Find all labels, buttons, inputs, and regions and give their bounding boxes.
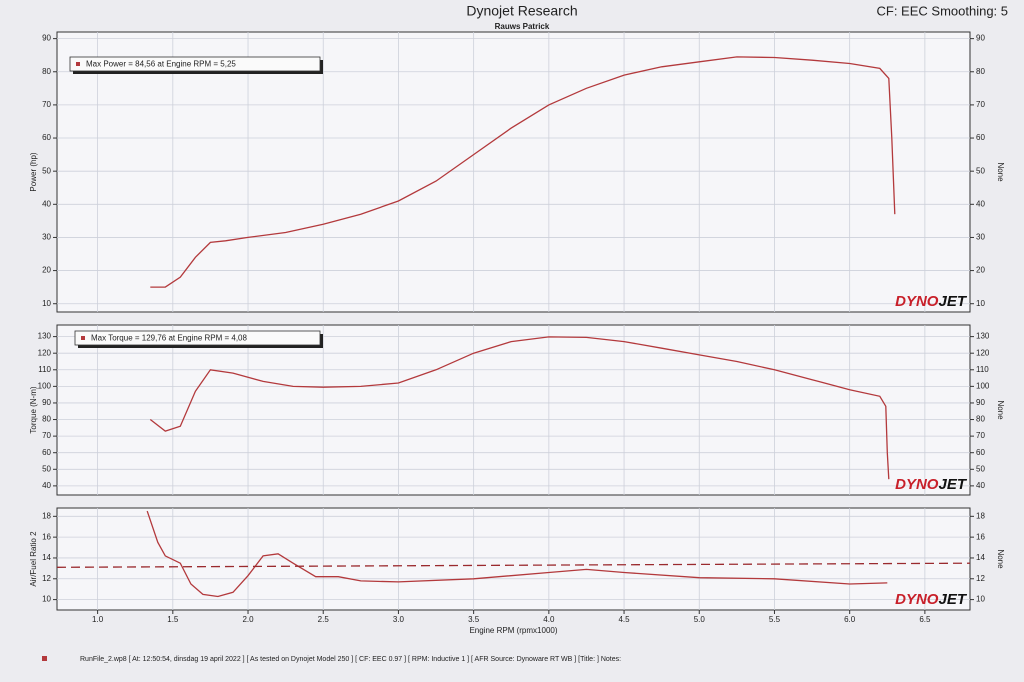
y2-tick-label: 14	[976, 553, 985, 562]
y2-tick-label: 50	[976, 464, 985, 473]
y-tick-label: 60	[42, 448, 51, 457]
y2-tick-label: 80	[976, 67, 985, 76]
settings: CF: EEC Smoothing: 5	[877, 3, 1009, 18]
logo-black: JET	[938, 293, 967, 310]
logo-red: DYNO	[895, 293, 939, 310]
y2-tick-label: 80	[976, 415, 985, 424]
y-tick-label: 50	[42, 464, 51, 473]
y2-axis-label: None	[996, 162, 1005, 182]
y-tick-label: 30	[42, 233, 51, 242]
x-tick-label: 3.0	[393, 615, 405, 624]
y2-tick-label: 10	[976, 299, 985, 308]
y2-tick-label: 60	[976, 448, 985, 457]
y2-tick-label: 70	[976, 431, 985, 440]
x-tick-label: 4.5	[618, 615, 630, 624]
y-tick-label: 80	[42, 67, 51, 76]
legend-swatch	[81, 336, 85, 340]
x-tick-label: 6.5	[919, 615, 931, 624]
legend-label: Max Power = 84,56 at Engine RPM = 5,25	[86, 60, 236, 69]
series-line	[149, 336, 890, 480]
y2-tick-label: 40	[976, 199, 985, 208]
x-tick-label: 4.0	[543, 615, 555, 624]
y-tick-label: 10	[42, 299, 51, 308]
plot-area	[56, 31, 971, 313]
x-tick-label: 1.0	[92, 615, 104, 624]
y-tick-label: 80	[42, 415, 51, 424]
y2-tick-label: 40	[976, 481, 985, 490]
y2-tick-label: 110	[976, 365, 989, 374]
x-axis-label: Engine RPM (rpmx1000)	[469, 626, 557, 635]
logo-red: DYNO	[895, 591, 939, 608]
y2-tick-label: 16	[976, 532, 985, 541]
x-tick-label: 5.5	[769, 615, 781, 624]
x-tick-label: 2.5	[318, 615, 330, 624]
y-tick-label: 40	[42, 481, 51, 490]
y2-tick-label: 30	[976, 233, 985, 242]
y-tick-label: 10	[42, 595, 51, 604]
logo-red: DYNO	[895, 476, 939, 493]
y-tick-label: 18	[42, 511, 51, 520]
logo: DYNOJET	[895, 591, 968, 608]
legend-swatch	[76, 62, 80, 66]
y2-tick-label: 70	[976, 100, 985, 109]
y-tick-label: 120	[38, 348, 52, 357]
series-line	[150, 56, 896, 288]
y2-tick-label: 130	[976, 332, 990, 341]
y2-tick-label: 18	[976, 511, 985, 520]
y-tick-label: 50	[42, 166, 51, 175]
y-tick-label: 100	[38, 381, 52, 390]
y-tick-label: 14	[42, 553, 51, 562]
y2-tick-label: 100	[976, 381, 990, 390]
y-tick-label: 20	[42, 266, 51, 275]
y2-tick-label: 90	[976, 34, 985, 43]
logo: DYNOJET	[895, 476, 968, 493]
y2-tick-label: 20	[976, 266, 985, 275]
title: Dynojet Research	[466, 3, 577, 19]
y2-tick-label: 90	[976, 398, 985, 407]
y-tick-label: 70	[42, 431, 51, 440]
y2-tick-label: 60	[976, 133, 985, 142]
y-tick-label: 60	[42, 133, 51, 142]
y-tick-label: 70	[42, 100, 51, 109]
y-tick-label: 110	[38, 365, 51, 374]
legend-label: Max Torque = 129,76 at Engine RPM = 4,08	[91, 334, 248, 343]
plot-area	[56, 507, 971, 611]
y2-tick-label: 12	[976, 574, 985, 583]
y-tick-label: 90	[42, 398, 51, 407]
y-axis-label: Power (hp)	[29, 152, 38, 191]
footer-marker	[42, 656, 47, 661]
x-tick-label: 6.0	[844, 615, 856, 624]
y-tick-label: 12	[42, 574, 51, 583]
y-tick-label: 40	[42, 199, 51, 208]
legend-box	[74, 330, 321, 346]
logo-black: JET	[938, 476, 967, 493]
series-line	[146, 510, 888, 598]
y-axis-label: Torque (N-m)	[29, 386, 38, 433]
x-tick-label: 2.0	[242, 615, 254, 624]
x-tick-label: 5.0	[694, 615, 706, 624]
x-tick-label: 1.5	[167, 615, 179, 624]
y2-axis-label: None	[996, 400, 1005, 420]
legend-box	[69, 56, 321, 72]
y2-tick-label: 10	[976, 595, 985, 604]
y2-tick-label: 50	[976, 166, 985, 175]
subtitle: Rauws Patrick	[495, 22, 550, 31]
y-axis-label: Air/Fuel Ratio 2	[29, 531, 38, 587]
y2-axis-label: None	[996, 549, 1005, 569]
logo-black: JET	[938, 591, 967, 608]
x-tick-label: 3.5	[468, 615, 480, 624]
y-tick-label: 90	[42, 34, 51, 43]
y-tick-label: 16	[42, 532, 51, 541]
y-tick-label: 130	[38, 332, 52, 341]
reference-line	[56, 562, 971, 568]
footer: RunFile_2.wp8 [ At: 12:50:54, dinsdag 19…	[80, 656, 621, 663]
y2-tick-label: 120	[976, 348, 990, 357]
logo: DYNOJET	[895, 293, 968, 310]
